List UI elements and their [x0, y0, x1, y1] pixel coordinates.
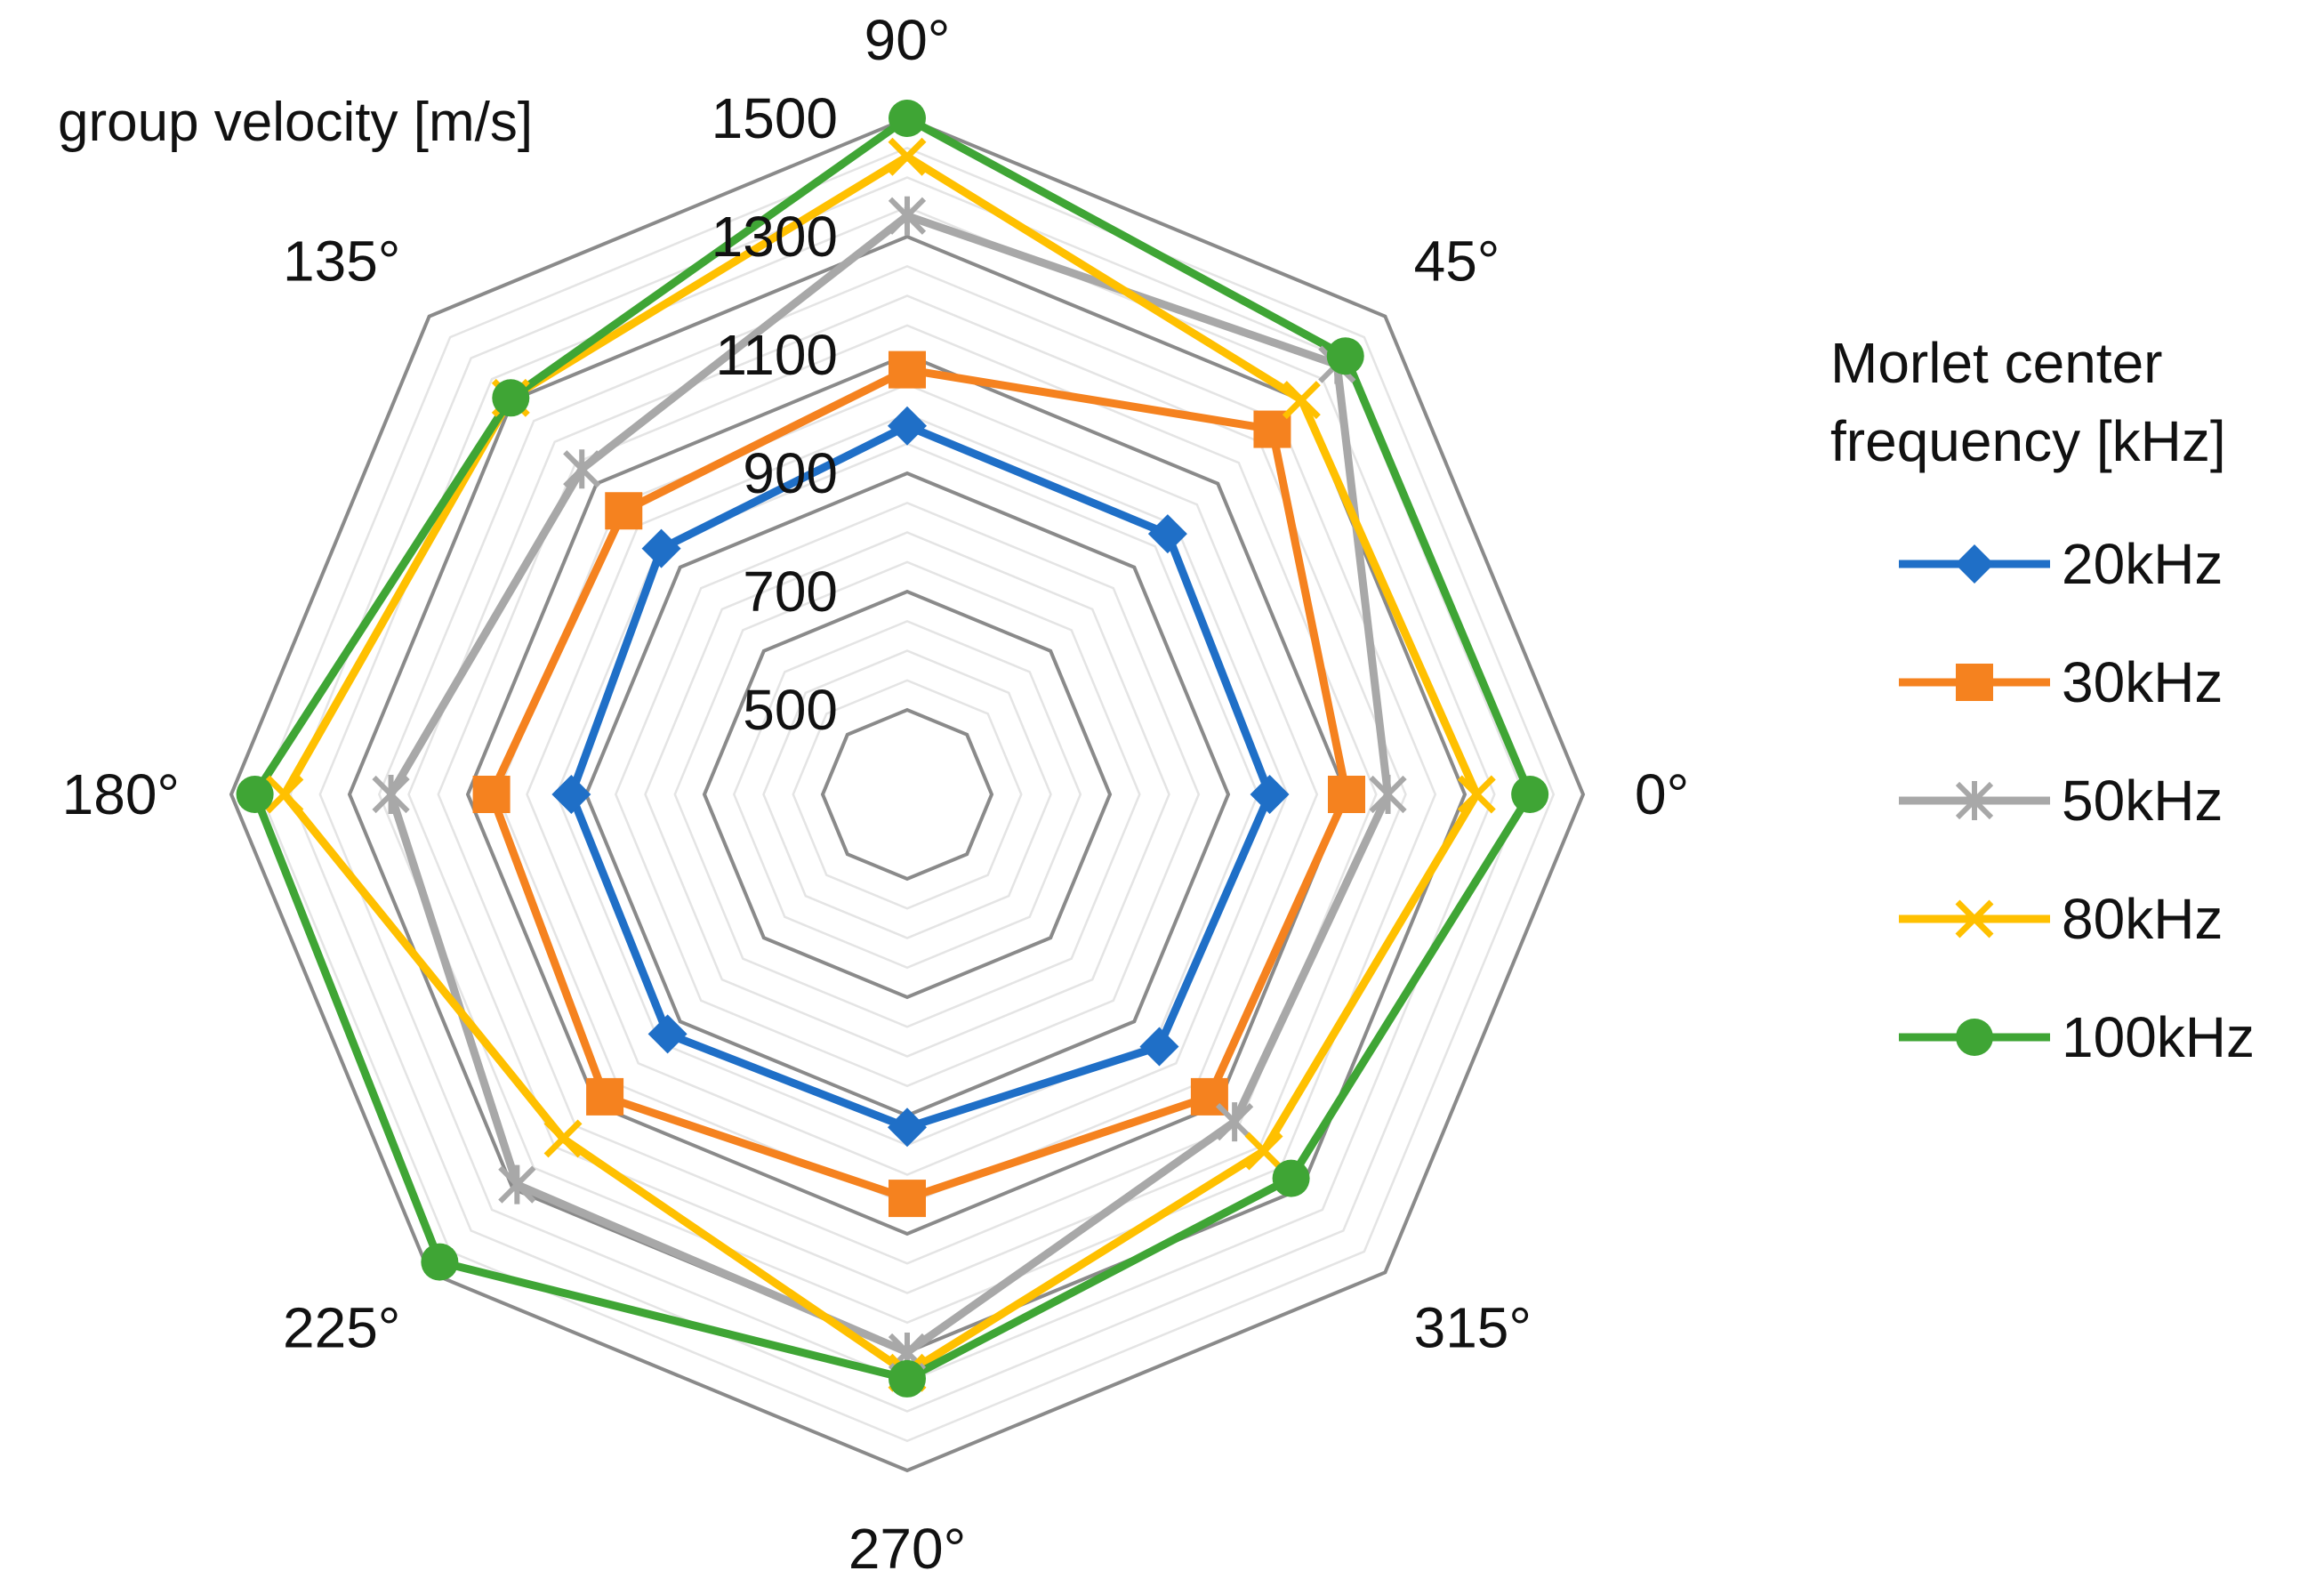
major-gridline — [820, 707, 994, 882]
legend-title-line-2: frequency [kHz] — [1830, 409, 2226, 473]
point-20kHz-270deg — [888, 1108, 927, 1148]
legend-marker-20kHz — [1955, 544, 1994, 584]
point-80kHz-315deg — [1244, 1132, 1283, 1171]
point-100kHz-315deg — [1272, 1159, 1310, 1197]
series-markers — [236, 100, 1549, 1398]
point-50kHz-225deg — [498, 1164, 536, 1204]
legend-item-50kHz: 50kHz — [1899, 769, 2223, 833]
point-20kHz-180deg — [551, 775, 591, 814]
minor-gridline — [673, 560, 1141, 1028]
angle-label-270: 270° — [848, 1517, 966, 1581]
minor-gridline — [318, 205, 1496, 1383]
point-30kHz-135deg — [605, 492, 643, 530]
point-100kHz-180deg — [236, 776, 274, 813]
legend-marker-30kHz — [1956, 664, 1993, 701]
angle-labels: 0° 45° 90° 135° 180° 225° 270° 315° — [62, 8, 1690, 1581]
point-100kHz-270deg — [889, 1359, 926, 1398]
legend-title-line-1: Morlet center — [1830, 331, 2162, 395]
angle-label-0: 0° — [1635, 762, 1689, 826]
legend-items: 20kHz 30kHz 50kHz 80kHz 100kHz — [1899, 532, 2255, 1069]
legend-item-80kHz: 80kHz — [1899, 887, 2223, 951]
tick-label-900: 900 — [743, 441, 838, 505]
point-30kHz-90deg — [889, 350, 926, 389]
angle-label-225: 225° — [283, 1296, 400, 1360]
point-30kHz-270deg — [889, 1180, 926, 1218]
legend-label-80kHz: 80kHz — [2062, 887, 2223, 951]
point-100kHz-90deg — [889, 100, 926, 137]
point-100kHz-135deg — [492, 379, 530, 417]
major-gridline — [465, 352, 1349, 1237]
minor-gridline — [614, 501, 1201, 1088]
tick-label-1100: 1100 — [715, 323, 838, 387]
legend-label-30kHz: 30kHz — [2062, 650, 2223, 714]
legend-marker-100kHz — [1956, 1019, 1993, 1056]
minor-gridline — [762, 649, 1052, 939]
legend: Morlet center frequency [kHz] 20kHz 30kHz… — [1830, 331, 2255, 1069]
point-80kHz-225deg — [543, 1119, 583, 1158]
legend-item-30kHz: 30kHz — [1899, 650, 2223, 714]
point-80kHz-0deg — [1457, 775, 1496, 814]
minor-gridline — [407, 294, 1407, 1294]
angle-label-180: 180° — [62, 762, 180, 826]
point-100kHz-225deg — [421, 1243, 459, 1281]
point-50kHz-0deg — [1369, 775, 1407, 814]
radial-tick-labels: 500 700 900 1100 1300 1500 — [712, 86, 838, 742]
radial-axis-title: group velocity [m/s] — [58, 92, 533, 153]
minor-gridline — [732, 619, 1082, 970]
point-50kHz-90deg — [888, 196, 927, 236]
angle-label-135: 135° — [283, 229, 400, 293]
angle-label-45: 45° — [1414, 229, 1500, 293]
major-gridline — [583, 471, 1231, 1118]
legend-label-20kHz: 20kHz — [2062, 532, 2223, 596]
tick-label-700: 700 — [743, 560, 838, 624]
point-50kHz-315deg — [1215, 1102, 1254, 1142]
point-30kHz-225deg — [586, 1077, 624, 1116]
point-20kHz-90deg — [888, 406, 927, 446]
tick-label-1300: 1300 — [712, 205, 838, 269]
point-100kHz-0deg — [1511, 776, 1549, 813]
point-80kHz-180deg — [265, 775, 304, 814]
legend-label-50kHz: 50kHz — [2062, 769, 2223, 833]
legend-item-20kHz: 20kHz — [1899, 532, 2223, 596]
point-20kHz-315deg — [1139, 1027, 1179, 1067]
major-gridline — [229, 116, 1586, 1473]
point-20kHz-0deg — [1250, 775, 1290, 814]
minor-gridline — [644, 531, 1170, 1058]
point-50kHz-135deg — [563, 449, 601, 489]
point-30kHz-0deg — [1328, 776, 1365, 813]
point-100kHz-45deg — [1326, 337, 1364, 375]
point-20kHz-225deg — [647, 1014, 688, 1054]
minor-gridline — [289, 176, 1525, 1413]
legend-item-100kHz: 100kHz — [1899, 1005, 2255, 1069]
point-80kHz-90deg — [888, 137, 927, 176]
legend-marker-80kHz — [1955, 899, 1994, 939]
minor-gridline — [437, 324, 1378, 1265]
major-gridline — [702, 589, 1113, 1000]
point-80kHz-45deg — [1282, 381, 1321, 420]
angle-label-90: 90° — [864, 8, 951, 72]
legend-marker-50kHz — [1955, 781, 1994, 820]
point-30kHz-180deg — [472, 776, 511, 813]
tick-label-500: 500 — [743, 678, 838, 742]
point-20kHz-135deg — [641, 528, 681, 568]
point-50kHz-180deg — [372, 775, 410, 814]
radar-grid — [229, 116, 1586, 1473]
point-20kHz-45deg — [1147, 514, 1187, 554]
angle-label-315: 315° — [1414, 1296, 1532, 1360]
minor-gridline — [526, 413, 1289, 1176]
minor-gridline — [792, 679, 1023, 910]
legend-label-100kHz: 100kHz — [2062, 1005, 2255, 1069]
tick-label-1500: 1500 — [712, 86, 838, 150]
